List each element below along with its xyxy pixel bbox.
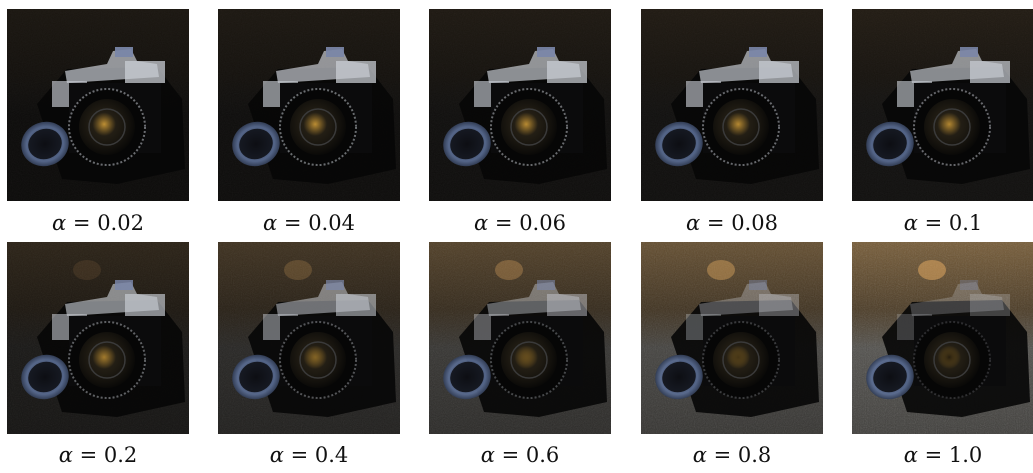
alpha-value: 0.6 <box>525 443 560 467</box>
panel-image <box>218 9 400 201</box>
panel-image <box>7 242 189 434</box>
camera-image <box>429 9 611 201</box>
alpha-value: 0.8 <box>737 443 772 467</box>
alpha-caption: α = 0.6 <box>429 443 611 467</box>
alpha-value: 0.04 <box>308 211 355 235</box>
figure-panel <box>7 242 189 434</box>
alpha-value: 0.02 <box>97 211 144 235</box>
equals-sign: = <box>706 443 738 467</box>
panel-image <box>852 242 1033 434</box>
figure-panel <box>7 9 189 201</box>
equals-sign: = <box>283 443 315 467</box>
panel-image <box>218 242 400 434</box>
alpha-symbol: α <box>692 443 707 467</box>
equals-sign: = <box>917 443 949 467</box>
camera-image <box>852 242 1033 434</box>
figure-panel <box>218 9 400 201</box>
alpha-symbol: α <box>269 443 284 467</box>
equals-sign: = <box>488 211 520 235</box>
alpha-symbol: α <box>903 443 918 467</box>
figure-panel <box>429 9 611 201</box>
camera-image <box>641 242 823 434</box>
equals-sign: = <box>66 211 98 235</box>
camera-image <box>852 9 1033 201</box>
alpha-caption: α = 1.0 <box>852 443 1033 467</box>
alpha-symbol: α <box>52 211 67 235</box>
alpha-symbol: α <box>903 211 918 235</box>
camera-image <box>218 9 400 201</box>
figure-panel <box>641 9 823 201</box>
equals-sign: = <box>72 443 104 467</box>
alpha-caption: α = 0.02 <box>7 211 189 235</box>
panel-image <box>641 242 823 434</box>
alpha-symbol: α <box>263 211 278 235</box>
alpha-value: 0.2 <box>103 443 138 467</box>
figure-panel <box>218 242 400 434</box>
equals-sign: = <box>700 211 732 235</box>
panel-image <box>852 9 1033 201</box>
panel-image <box>429 242 611 434</box>
alpha-value: 0.06 <box>519 211 566 235</box>
camera-image <box>7 242 189 434</box>
panel-image <box>7 9 189 201</box>
alpha-caption: α = 0.4 <box>218 443 400 467</box>
equals-sign: = <box>277 211 309 235</box>
camera-image <box>429 242 611 434</box>
alpha-value: 0.4 <box>314 443 349 467</box>
equals-sign: = <box>494 443 526 467</box>
panel-image <box>429 9 611 201</box>
alpha-caption: α = 0.2 <box>7 443 189 467</box>
alpha-symbol: α <box>58 443 73 467</box>
alpha-value: 1.0 <box>948 443 983 467</box>
figure-panel <box>852 242 1033 434</box>
figure-panel <box>852 9 1033 201</box>
alpha-caption: α = 0.8 <box>641 443 823 467</box>
alpha-symbol: α <box>480 443 495 467</box>
camera-image <box>641 9 823 201</box>
camera-image <box>7 9 189 201</box>
alpha-caption: α = 0.06 <box>429 211 611 235</box>
alpha-value: 0.08 <box>731 211 778 235</box>
equals-sign: = <box>917 211 949 235</box>
alpha-symbol: α <box>474 211 489 235</box>
figure-panel <box>429 242 611 434</box>
figure-panel <box>641 242 823 434</box>
camera-image <box>218 242 400 434</box>
alpha-caption: α = 0.08 <box>641 211 823 235</box>
alpha-value: 0.1 <box>948 211 983 235</box>
alpha-caption: α = 0.04 <box>218 211 400 235</box>
alpha-symbol: α <box>686 211 701 235</box>
panel-image <box>641 9 823 201</box>
alpha-caption: α = 0.1 <box>852 211 1033 235</box>
